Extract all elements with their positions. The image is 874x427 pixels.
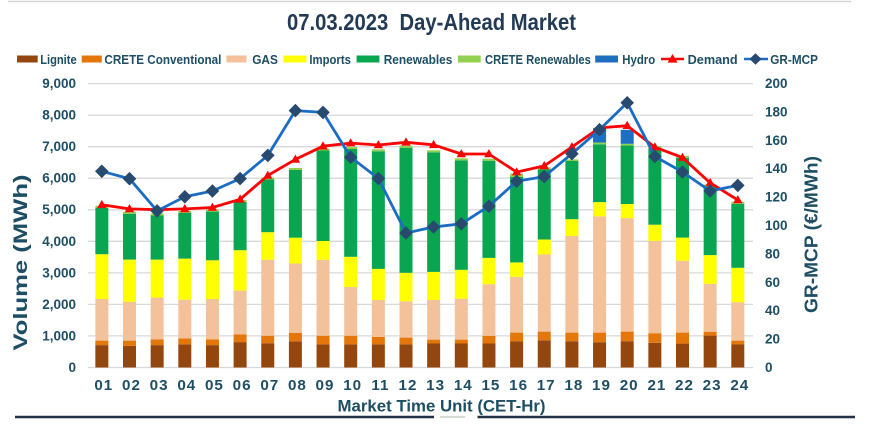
- svg-text:100: 100: [765, 218, 788, 233]
- svg-text:07.03.2023 Day-Ahead Market: 07.03.2023 Day-Ahead Market: [287, 9, 576, 35]
- svg-text:Market Time Unit (CET-Hr): Market Time Unit (CET-Hr): [338, 397, 546, 416]
- svg-text:Demand: Demand: [688, 52, 738, 67]
- svg-text:09: 09: [316, 377, 335, 394]
- svg-text:Volume (MWh): Volume (MWh): [11, 175, 32, 351]
- svg-text:10: 10: [343, 377, 362, 394]
- svg-text:17: 17: [537, 377, 556, 394]
- svg-text:01: 01: [94, 377, 113, 394]
- svg-text:04: 04: [177, 377, 196, 394]
- svg-text:6,000: 6,000: [42, 171, 76, 186]
- svg-text:CRETE Renewables: CRETE Renewables: [485, 52, 591, 67]
- svg-text:06: 06: [233, 377, 252, 394]
- svg-text:08: 08: [288, 377, 307, 394]
- svg-text:12: 12: [399, 377, 418, 394]
- svg-text:140: 140: [765, 161, 788, 176]
- svg-text:Renewables: Renewables: [384, 52, 453, 67]
- svg-text:60: 60: [765, 275, 780, 290]
- svg-text:20: 20: [620, 377, 639, 394]
- svg-text:03: 03: [150, 377, 169, 394]
- svg-text:5,000: 5,000: [42, 202, 76, 217]
- svg-text:Lignite: Lignite: [40, 52, 76, 67]
- svg-text:2,000: 2,000: [42, 297, 76, 312]
- svg-text:3,000: 3,000: [42, 265, 76, 280]
- svg-text:11: 11: [371, 377, 389, 394]
- svg-text:24: 24: [730, 377, 749, 394]
- svg-text:0: 0: [68, 360, 76, 375]
- svg-text:4,000: 4,000: [42, 234, 76, 249]
- svg-text:19: 19: [592, 377, 611, 394]
- svg-text:180: 180: [765, 104, 788, 119]
- svg-text:GR-MCP (€/MWh): GR-MCP (€/MWh): [802, 156, 822, 313]
- svg-text:05: 05: [205, 377, 224, 394]
- svg-text:120: 120: [765, 190, 788, 205]
- svg-text:0: 0: [765, 360, 773, 375]
- svg-text:22: 22: [675, 377, 694, 394]
- svg-text:9,000: 9,000: [42, 76, 76, 91]
- svg-text:160: 160: [765, 133, 788, 148]
- svg-text:07: 07: [260, 377, 279, 394]
- svg-text:CRETE Conventional: CRETE Conventional: [104, 52, 221, 67]
- svg-text:GR-MCP: GR-MCP: [770, 52, 818, 67]
- svg-text:18: 18: [564, 377, 583, 394]
- svg-text:Hydro: Hydro: [622, 52, 655, 67]
- svg-text:GAS: GAS: [252, 52, 278, 67]
- svg-text:23: 23: [703, 377, 722, 394]
- svg-text:40: 40: [765, 303, 780, 318]
- svg-text:1,000: 1,000: [42, 328, 76, 343]
- svg-text:21: 21: [647, 377, 666, 394]
- svg-text:15: 15: [481, 377, 500, 394]
- svg-text:16: 16: [509, 377, 528, 394]
- svg-text:13: 13: [426, 377, 445, 394]
- svg-text:02: 02: [122, 377, 141, 394]
- svg-text:20: 20: [765, 332, 780, 347]
- svg-text:7,000: 7,000: [42, 139, 76, 154]
- svg-text:Imports: Imports: [309, 52, 351, 67]
- svg-text:80: 80: [765, 246, 780, 261]
- svg-text:8,000: 8,000: [42, 108, 76, 123]
- svg-text:14: 14: [454, 377, 473, 394]
- svg-text:200: 200: [765, 76, 788, 91]
